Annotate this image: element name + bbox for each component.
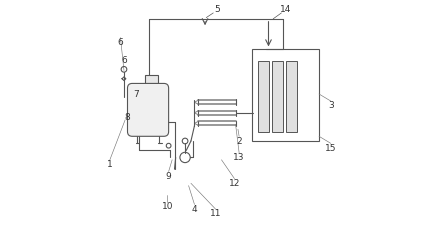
Text: 6: 6 xyxy=(121,56,127,66)
Text: 2: 2 xyxy=(236,137,242,145)
Text: 1: 1 xyxy=(107,160,113,169)
Text: 10: 10 xyxy=(162,202,173,211)
Text: 8: 8 xyxy=(124,113,130,122)
Text: 6: 6 xyxy=(117,38,123,47)
FancyBboxPatch shape xyxy=(145,75,158,88)
Text: 13: 13 xyxy=(233,153,245,162)
Text: 12: 12 xyxy=(229,179,240,188)
Text: 5: 5 xyxy=(214,5,220,14)
Text: 15: 15 xyxy=(325,144,337,153)
Text: 7: 7 xyxy=(133,90,139,98)
FancyBboxPatch shape xyxy=(128,83,169,136)
Text: 4: 4 xyxy=(192,205,197,214)
FancyBboxPatch shape xyxy=(258,61,269,132)
Text: 11: 11 xyxy=(210,209,222,218)
FancyBboxPatch shape xyxy=(286,61,297,132)
Text: 9: 9 xyxy=(166,172,171,181)
Text: 14: 14 xyxy=(280,5,291,14)
Text: 3: 3 xyxy=(328,101,334,110)
FancyBboxPatch shape xyxy=(272,61,284,132)
